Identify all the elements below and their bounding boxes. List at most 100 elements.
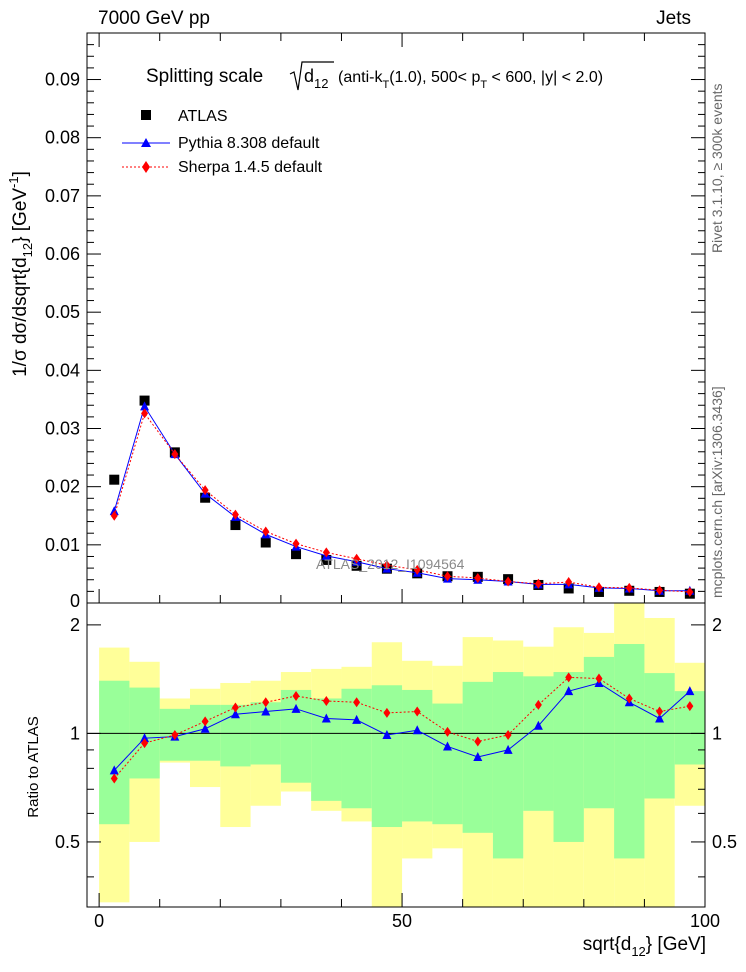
data-point-atlas [139, 395, 150, 406]
ratio-point-sherpa [322, 695, 330, 706]
data-point-sherpa [383, 560, 391, 571]
data-point-sherpa [504, 576, 512, 587]
ratio-point-pythia [564, 686, 574, 696]
uncertainty-bands [99, 603, 705, 907]
y-tick-label: 0.06 [45, 244, 80, 264]
ratio-y-axis-label: Ratio to ATLAS [25, 716, 42, 817]
ratio-point-sherpa [656, 706, 664, 717]
data-point-sherpa [262, 526, 270, 537]
ratio-point-pythia [352, 714, 362, 724]
ratio-plot-frame [86, 602, 706, 908]
data-point-atlas [563, 583, 574, 594]
y-tick-label: 0.08 [45, 128, 80, 148]
ratio-point-sherpa [413, 706, 421, 717]
data-point-sherpa [565, 577, 573, 588]
ratio-point-sherpa [474, 736, 482, 747]
ratio-point-sherpa [595, 673, 603, 684]
y-axis-label: 1/σ dσ/dsqrt{d12} [GeV-1] [6, 171, 35, 377]
ratio-point-pythia [321, 713, 331, 723]
title-sqrt-argument: d12 [304, 66, 328, 91]
data-point-atlas [230, 520, 241, 531]
data-point-pythia [109, 506, 119, 516]
ratio-point-sherpa [110, 773, 118, 784]
legend-label-atlas: ATLAS [178, 108, 228, 125]
legend: ATLAS Pythia 8.308 default Sherpa 1.4.5 … [122, 108, 323, 176]
y-tick-label: 0.03 [45, 419, 80, 439]
band-green-bin [644, 673, 675, 799]
data-point-atlas [321, 554, 332, 565]
x-axis-label: sqrt{d12} [GeV] [583, 934, 706, 959]
y-tick-label: 0.09 [45, 70, 80, 90]
chart-subtitle: (anti-kT(1.0), 500< pT < 600, |y| < 2.0) [338, 69, 603, 91]
data-point-atlas [260, 537, 271, 548]
sqrt-symbol [289, 61, 334, 91]
ratio-point-pythia [140, 733, 150, 743]
ratio-plot-panel [86, 602, 706, 908]
data-point-sherpa [686, 586, 694, 597]
ratio-point-pythia [382, 729, 392, 739]
legend-label-pythia: Pythia 8.308 default [178, 135, 320, 152]
ratio-point-sherpa [201, 716, 209, 727]
ratio-point-sherpa [141, 738, 149, 749]
data-point-sherpa [474, 572, 482, 583]
band-green-bin [492, 672, 524, 859]
ratio-line-pythia [113, 682, 691, 771]
data-point-atlas [109, 474, 120, 485]
band-green-bin [432, 703, 463, 825]
band-green-bin [341, 688, 372, 809]
ratio-point-pythia [443, 741, 452, 751]
ratio-point-pythia [473, 752, 483, 762]
x-tick-label: 100 [690, 911, 720, 931]
side-label-mcplots: mcplots.cern.ch [arXiv:1306.3436] [709, 386, 725, 598]
ratio-tick-label-right: 1 [712, 723, 722, 743]
ratio-tick-label: 2 [70, 615, 80, 635]
data-point-sherpa [171, 449, 179, 460]
data-point-atlas [351, 560, 362, 571]
y-tick-label: 0.01 [45, 535, 80, 555]
side-label-rivet: Rivet 3.1.10, ≥ 300k events [709, 83, 725, 253]
ratio-point-pythia [533, 720, 543, 730]
ratio-point-pythia [503, 744, 513, 754]
data-point-sherpa [656, 585, 664, 596]
data-point-sherpa [534, 578, 542, 589]
band-green-bin [553, 672, 584, 842]
ratio-point-pythia [685, 686, 695, 696]
y-tick-label: 0.04 [45, 360, 80, 380]
ratio-point-sherpa [504, 729, 512, 740]
header-left-label: 7000 GeV pp [98, 8, 210, 29]
legend-marker-pythia [141, 138, 151, 147]
ratio-point-sherpa [262, 697, 270, 708]
ratio-point-sherpa [444, 726, 451, 737]
ratio-point-pythia [412, 725, 422, 735]
ratio-series-group [87, 672, 705, 784]
y-tick-label: 0.05 [45, 302, 80, 322]
band-green-bin [523, 676, 554, 811]
ratio-tick-label: 1 [70, 723, 80, 743]
ratio-point-pythia [261, 706, 271, 716]
ratio-tick-label: 0.5 [55, 832, 80, 852]
ratio-tick-label-right: 2 [712, 615, 722, 635]
legend-marker-sherpa [142, 161, 150, 173]
data-point-sherpa [413, 564, 421, 575]
ratio-point-sherpa [292, 690, 300, 701]
data-point-sherpa [595, 582, 603, 593]
header-right-label: Jets [656, 8, 691, 29]
ratio-tick-label-right: 0.5 [712, 832, 737, 852]
data-point-sherpa [353, 553, 361, 564]
axes-group: 0.01 0.02 0.03 0.04 0.05 0.06 0.07 0.08 0.09 0 0 50… [45, 33, 737, 931]
ratio-point-sherpa [565, 672, 573, 683]
ratio-point-sherpa [383, 707, 391, 718]
ratio-line-sherpa [113, 676, 690, 779]
data-point-sherpa [231, 509, 239, 520]
legend-label-sherpa: Sherpa 1.4.5 default [178, 159, 323, 176]
data-point-sherpa [141, 408, 149, 419]
data-point-sherpa [322, 547, 330, 558]
ratio-point-pythia [230, 709, 240, 719]
ratio-point-sherpa [231, 702, 239, 713]
data-point-sherpa [292, 538, 300, 549]
ratio-point-sherpa [534, 699, 542, 710]
ratio-point-pythia [655, 713, 665, 723]
ratio-point-pythia [200, 723, 210, 733]
data-point-pythia [140, 401, 150, 411]
